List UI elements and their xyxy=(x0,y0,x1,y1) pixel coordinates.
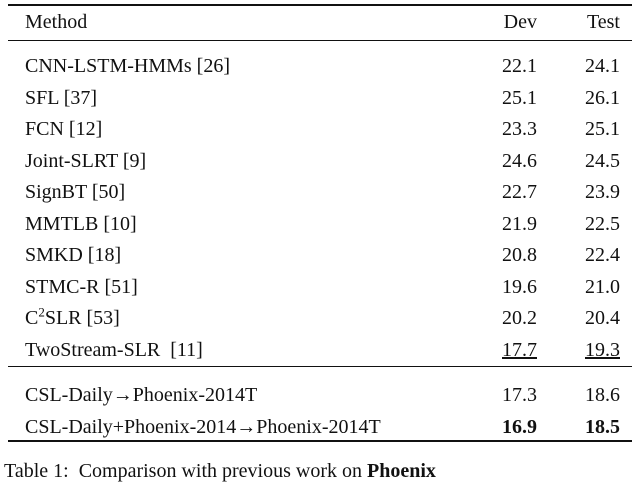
method-cell: FCN [12] xyxy=(25,118,103,140)
test-cell: 21.0 xyxy=(585,275,620,298)
method-part: SLR [53] xyxy=(44,307,120,329)
header-cell: Method xyxy=(25,11,88,33)
test-cell: 18.5 xyxy=(585,415,620,438)
dev-cell: 17.3 xyxy=(502,384,537,406)
method-cell: SFL [37] xyxy=(25,86,98,109)
group-rule xyxy=(8,366,632,367)
method-cell: C2SLR [53] xyxy=(25,304,120,330)
top-rule xyxy=(8,4,632,6)
test-cell: 22.5 xyxy=(585,212,620,235)
method-cell: Joint-SLRT [9] xyxy=(25,149,147,172)
test-cell: 22.4 xyxy=(585,244,620,266)
test-cell: 24.1 xyxy=(585,55,620,77)
dev-cell: 21.9 xyxy=(502,212,537,235)
test-cell: 18.6 xyxy=(585,384,620,406)
header-cell: Test xyxy=(586,11,620,33)
dev-cell: 24.6 xyxy=(502,149,537,172)
method-cell: TwoStream-SLR [11] xyxy=(25,338,203,361)
dev-cell: 16.9 xyxy=(502,415,537,438)
method-cell: STMC-R [51] xyxy=(25,275,138,298)
header-rule xyxy=(8,40,632,41)
method-cell: SignBT [50] xyxy=(25,181,126,203)
method-cell: CNN-LSTM-HMMs [26] xyxy=(25,55,230,77)
dev-cell: 19.6 xyxy=(502,275,537,298)
page: Method Dev Test CNN-LSTM-HMMs [26] 22.1 24.1 S… xyxy=(4,4,632,482)
method-part: 2 xyxy=(38,304,45,320)
dev-cell: 22.1 xyxy=(502,55,537,77)
method-cell: CSL-Daily→Phoenix-2014T xyxy=(25,384,258,406)
test-cell: 20.4 xyxy=(585,307,620,329)
test-cell: 23.9 xyxy=(585,181,620,203)
test-cell: 24.5 xyxy=(585,149,620,172)
bottom-rule xyxy=(8,440,632,442)
test-cell: 25.1 xyxy=(585,118,620,140)
dev-cell: 23.3 xyxy=(502,118,537,140)
dev-cell: 20.2 xyxy=(502,307,537,329)
test-cell: 19.3 xyxy=(585,338,620,361)
caption-part: Table 1: Comparison with previous work o… xyxy=(4,460,367,482)
dev-cell: 22.7 xyxy=(502,181,537,203)
dev-cell: 20.8 xyxy=(502,244,537,266)
method-cell: SMKD [18] xyxy=(25,244,122,266)
dev-cell: 25.1 xyxy=(502,86,537,109)
method-cell: CSL-Daily+Phoenix-2014→Phoenix-2014T xyxy=(25,415,381,438)
dev-cell: 17.7 xyxy=(502,338,537,361)
test-cell: 26.1 xyxy=(585,86,620,109)
method-cell: MMTLB [10] xyxy=(25,212,137,235)
caption: Table 1: Comparison with previous work o… xyxy=(4,459,436,483)
header-cell: Dev xyxy=(503,11,537,33)
method-part: C xyxy=(25,307,39,329)
caption-part: Phoenix xyxy=(367,460,436,482)
